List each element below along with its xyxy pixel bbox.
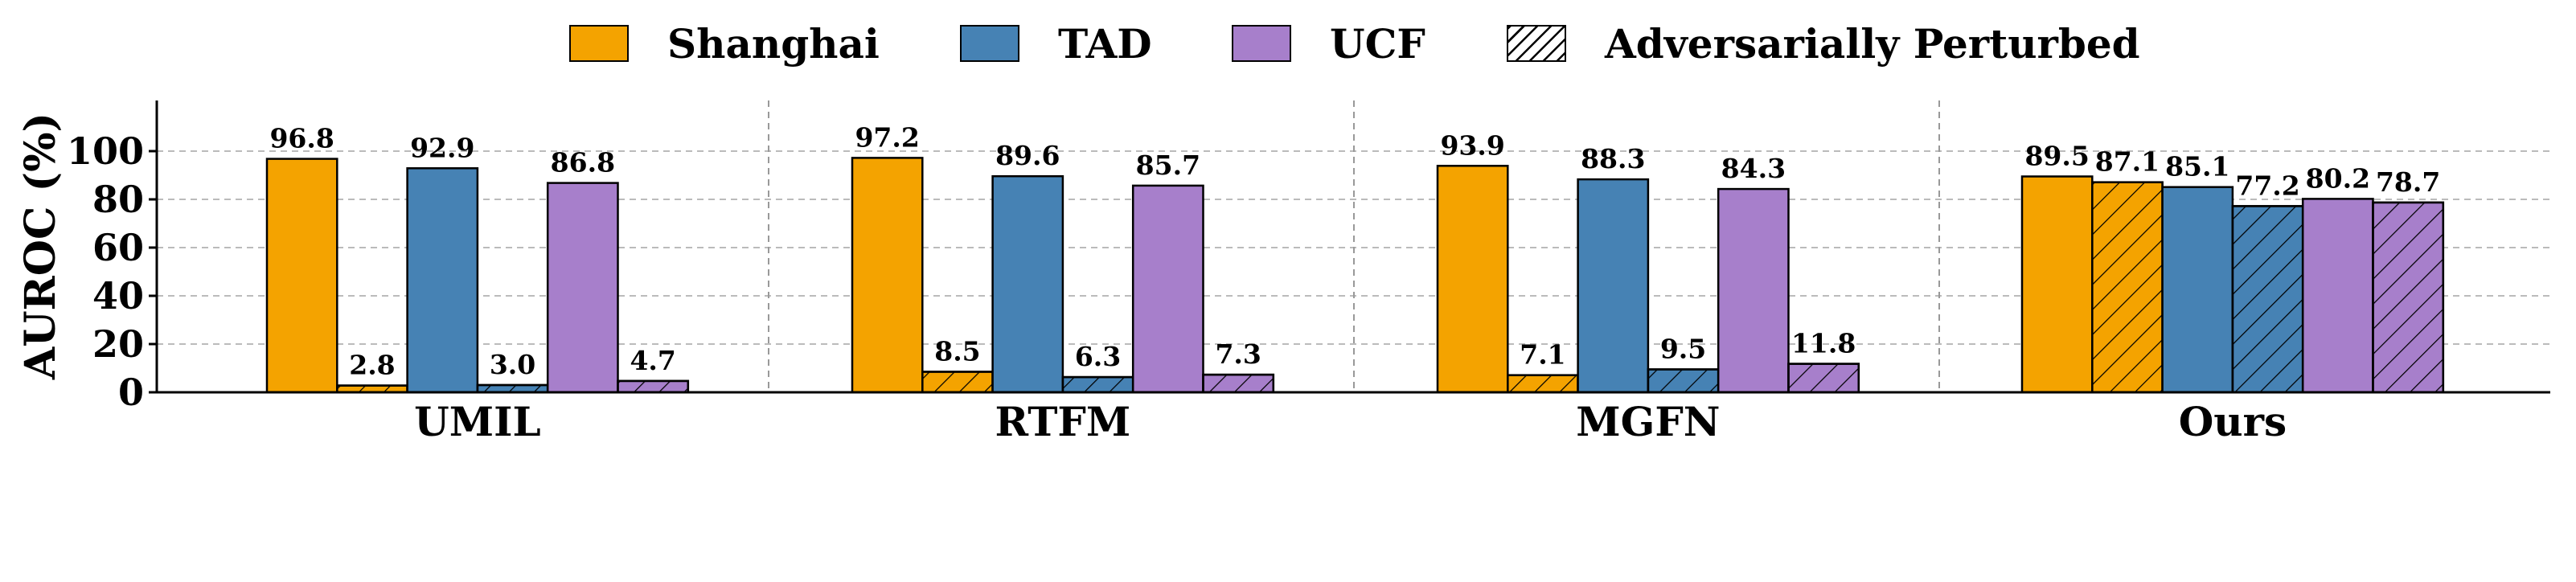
legend-label-ucf: UCF xyxy=(1330,19,1425,68)
y-tick-label-60: 60 xyxy=(92,226,144,269)
value-label-ours-tad-adversarially-perturbed: 77.2 xyxy=(2235,170,2299,201)
bar-mgfn-shanghai-adversarially-perturbed-hatch xyxy=(1507,374,1579,394)
x-tick-label-ours: Ours xyxy=(2179,398,2287,445)
bar-ours-ucf xyxy=(2301,198,2374,394)
value-label-umil-shanghai: 96.8 xyxy=(269,123,334,154)
bar-ours-tad-adversarially-perturbed-hatch xyxy=(2231,205,2304,394)
legend-item-shanghai: Shanghai xyxy=(569,20,880,68)
value-label-umil-tad: 92.9 xyxy=(410,132,474,163)
value-label-umil-tad-adversarially-perturbed: 3.0 xyxy=(490,349,535,380)
bar-rtfm-ucf xyxy=(1131,184,1204,394)
value-label-ours-ucf-adversarially-perturbed: 78.7 xyxy=(2376,166,2440,198)
value-label-ours-tad: 85.1 xyxy=(2165,151,2229,182)
bar-umil-ucf xyxy=(546,182,619,394)
y-tick-label-20: 20 xyxy=(92,322,144,366)
y-tick-label-80: 80 xyxy=(92,178,144,221)
y-tick-label-0: 0 xyxy=(118,371,144,414)
x-tick-label-umil: UMIL xyxy=(414,398,541,445)
legend-item-adversarial: Adversarially Perturbed xyxy=(1507,20,2140,68)
value-label-rtfm-tad-adversarially-perturbed: 6.3 xyxy=(1075,341,1121,372)
bar-mgfn-ucf xyxy=(1717,187,1790,394)
group-separators xyxy=(768,100,1940,392)
chart-legend: Shanghai TAD UCF Adversarially Perturbed xyxy=(0,11,2576,76)
value-label-umil-ucf: 86.8 xyxy=(551,147,615,178)
legend-item-tad: TAD xyxy=(960,20,1152,68)
bar-umil-shanghai xyxy=(265,158,338,394)
value-label-ours-shanghai-adversarially-perturbed: 87.1 xyxy=(2095,146,2160,178)
value-label-umil-ucf-adversarially-perturbed: 4.7 xyxy=(630,345,675,376)
value-label-rtfm-ucf-adversarially-perturbed: 7.3 xyxy=(1215,338,1261,370)
y-axis-title: AUROC (%) xyxy=(16,113,65,380)
value-label-mgfn-shanghai: 93.9 xyxy=(1440,129,1504,161)
legend-swatch-ucf xyxy=(1232,25,1291,62)
legend-label-adversarial: Adversarially Perturbed xyxy=(1605,19,2140,68)
legend-swatch-adversarial xyxy=(1507,25,1566,62)
x-tick-label-mgfn: MGFN xyxy=(1576,398,1720,445)
value-label-rtfm-shanghai-adversarially-perturbed: 8.5 xyxy=(934,336,980,367)
x-tick-label-rtfm: RTFM xyxy=(995,398,1131,445)
bar-ours-ucf-adversarially-perturbed-hatch xyxy=(2372,201,2445,394)
bars xyxy=(265,157,2445,394)
bar-mgfn-tad xyxy=(1577,178,1650,394)
x-tick-labels: UMIL RTFM MGFN Ours xyxy=(414,398,2287,445)
bar-ours-shanghai-adversarially-perturbed-hatch xyxy=(2091,181,2164,394)
bar-rtfm-tad xyxy=(991,174,1064,394)
bar-rtfm-shanghai-adversarially-perturbed-hatch xyxy=(921,371,994,394)
bar-rtfm-shanghai xyxy=(851,157,924,394)
bar-mgfn-shanghai xyxy=(1436,165,1509,394)
bar-umil-tad xyxy=(406,167,479,394)
bar-ours-tad xyxy=(2161,186,2234,394)
value-label-rtfm-ucf: 85.7 xyxy=(1136,150,1200,181)
bar-ours-shanghai xyxy=(2020,175,2094,394)
value-label-ours-shanghai: 89.5 xyxy=(2024,141,2089,172)
legend-item-ucf: UCF xyxy=(1232,20,1425,68)
bar-mgfn-ucf-adversarially-perturbed-hatch xyxy=(1787,363,1860,394)
bar-rtfm-tad-adversarially-perturbed-hatch xyxy=(1061,375,1134,394)
value-label-umil-shanghai-adversarially-perturbed: 2.8 xyxy=(349,350,395,381)
legend-label-tad: TAD xyxy=(1058,19,1152,68)
legend-swatch-shanghai xyxy=(569,25,629,62)
value-label-ours-ucf: 80.2 xyxy=(2306,162,2370,194)
bar-rtfm-ucf-adversarially-perturbed-hatch xyxy=(1202,373,1275,394)
value-label-rtfm-shanghai: 97.2 xyxy=(855,121,919,153)
value-label-mgfn-tad-adversarially-perturbed: 9.5 xyxy=(1660,334,1706,365)
bar-umil-ucf-adversarially-perturbed-hatch xyxy=(617,379,690,394)
value-label-mgfn-shanghai-adversarially-perturbed: 7.1 xyxy=(1520,339,1565,371)
value-label-mgfn-ucf: 84.3 xyxy=(1721,153,1786,184)
legend-swatch-tad xyxy=(960,25,1019,62)
bar-value-labels: 96.8 2.8 92.9 3.0 86.8 4.7 97.2 8.5 89.6 6.3 85.7 7… xyxy=(269,121,2440,380)
value-label-rtfm-tad: 89.6 xyxy=(995,140,1060,171)
bar-mgfn-tad-adversarially-perturbed-hatch xyxy=(1647,368,1720,394)
legend-label-shanghai: Shanghai xyxy=(667,19,880,68)
y-tick-label-100: 100 xyxy=(67,129,144,173)
value-label-mgfn-tad: 88.3 xyxy=(1581,143,1645,174)
value-label-mgfn-ucf-adversarially-perturbed: 11.8 xyxy=(1791,328,1856,359)
y-tick-label-40: 40 xyxy=(92,274,144,318)
